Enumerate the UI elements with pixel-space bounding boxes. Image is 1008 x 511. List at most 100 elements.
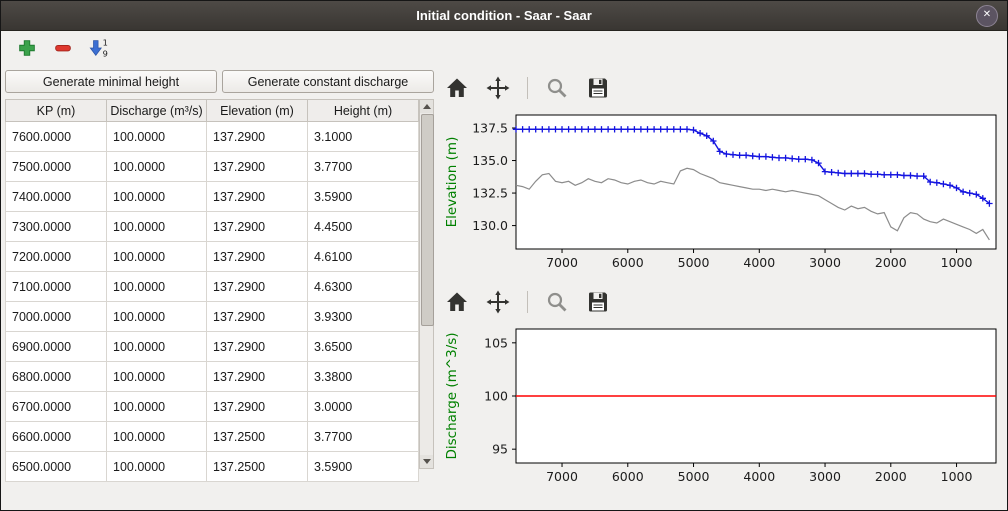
- table-header-row: KP (m) Discharge (m³/s) Elevation (m) Heigh…: [5, 99, 419, 122]
- table-row[interactable]: 6900.0000 100.0000 137.2900 3.6500: [5, 331, 419, 362]
- svg-text:5000: 5000: [678, 255, 710, 270]
- save-button[interactable]: [585, 289, 611, 315]
- table-cell[interactable]: 100.0000: [106, 181, 207, 212]
- table-cell[interactable]: 7300.0000: [5, 211, 107, 242]
- table-cell[interactable]: 100.0000: [106, 451, 207, 482]
- table-row[interactable]: 7000.0000 100.0000 137.2900 3.9300: [5, 301, 419, 332]
- table-cell[interactable]: 3.1000: [307, 121, 419, 152]
- table-cell[interactable]: 137.2900: [206, 151, 308, 182]
- table-cell[interactable]: 137.2900: [206, 361, 308, 392]
- table-cell[interactable]: 137.2900: [206, 331, 308, 362]
- table-row[interactable]: 6800.0000 100.0000 137.2900 3.3800: [5, 361, 419, 392]
- table-cell[interactable]: 100.0000: [106, 301, 207, 332]
- zoom-button[interactable]: [544, 75, 570, 101]
- table-cell[interactable]: 100.0000: [106, 241, 207, 272]
- table-row[interactable]: 7500.0000 100.0000 137.2900 3.7700: [5, 151, 419, 182]
- table-cell[interactable]: 6500.0000: [5, 451, 107, 482]
- table-cell[interactable]: 137.2500: [206, 421, 308, 452]
- table-cell[interactable]: 6900.0000: [5, 331, 107, 362]
- remove-row-button[interactable]: [49, 35, 76, 62]
- table-cell[interactable]: 7000.0000: [5, 301, 107, 332]
- table-cell[interactable]: 137.2500: [206, 451, 308, 482]
- save-button[interactable]: [585, 75, 611, 101]
- titlebar[interactable]: Initial condition - Saar - Saar ✕: [1, 1, 1007, 31]
- table-cell[interactable]: 137.2900: [206, 241, 308, 272]
- table-row[interactable]: 7600.0000 100.0000 137.2900 3.1000: [5, 121, 419, 152]
- table-cell[interactable]: 3.5900: [307, 181, 419, 212]
- generate-minimal-height-button[interactable]: Generate minimal height: [5, 70, 217, 93]
- table-cell[interactable]: 6600.0000: [5, 421, 107, 452]
- table-cell[interactable]: 137.2900: [206, 181, 308, 212]
- table-cell[interactable]: 7500.0000: [5, 151, 107, 182]
- table-cell[interactable]: 3.6500: [307, 331, 419, 362]
- zoom-icon: [547, 292, 567, 312]
- scrollbar-up-button[interactable]: [420, 100, 433, 113]
- table-cell[interactable]: 100.0000: [106, 391, 207, 422]
- table-row[interactable]: 7400.0000 100.0000 137.2900 3.5900: [5, 181, 419, 212]
- table-cell[interactable]: 100.0000: [106, 271, 207, 302]
- svg-text:1000: 1000: [941, 255, 973, 270]
- discharge-plot-toolbar: [444, 287, 611, 317]
- table-cell[interactable]: 7400.0000: [5, 181, 107, 212]
- close-button[interactable]: ✕: [976, 5, 998, 27]
- table-scrollbar[interactable]: [419, 99, 434, 469]
- table-cell[interactable]: 7600.0000: [5, 121, 107, 152]
- home-icon: [447, 292, 467, 311]
- table-cell[interactable]: 3.0000: [307, 391, 419, 422]
- table-row[interactable]: 6600.0000 100.0000 137.2500 3.7700: [5, 421, 419, 452]
- table-cell[interactable]: 7200.0000: [5, 241, 107, 272]
- zoom-button[interactable]: [544, 289, 570, 315]
- table-row[interactable]: 7200.0000 100.0000 137.2900 4.6100: [5, 241, 419, 272]
- arrow-down-icon: [422, 459, 431, 464]
- table-cell[interactable]: 137.2900: [206, 121, 308, 152]
- table-cell[interactable]: 100.0000: [106, 211, 207, 242]
- table-row[interactable]: 7300.0000 100.0000 137.2900 4.4500: [5, 211, 419, 242]
- table-cell[interactable]: 3.9300: [307, 301, 419, 332]
- table-cell[interactable]: 4.6100: [307, 241, 419, 272]
- table-cell[interactable]: 100.0000: [106, 151, 207, 182]
- table-cell[interactable]: 100.0000: [106, 121, 207, 152]
- table-cell[interactable]: 3.3800: [307, 361, 419, 392]
- table-cell[interactable]: 7100.0000: [5, 271, 107, 302]
- home-button[interactable]: [444, 289, 470, 315]
- table-cell[interactable]: 6700.0000: [5, 391, 107, 422]
- arrow-up-icon: [422, 104, 431, 109]
- elevation-chart-canvas[interactable]: 7000 6000 5000 4000 3000 2000 1000 137.5 135.0 13…: [438, 109, 1004, 279]
- pan-button[interactable]: [485, 75, 511, 101]
- home-button[interactable]: [444, 75, 470, 101]
- scrollbar-thumb[interactable]: [421, 114, 434, 326]
- table-cell[interactable]: 6800.0000: [5, 361, 107, 392]
- column-header[interactable]: Discharge (m³/s): [106, 99, 207, 122]
- table-cell[interactable]: 137.2900: [206, 211, 308, 242]
- table-cell[interactable]: 100.0000: [106, 361, 207, 392]
- table-row[interactable]: 7100.0000 100.0000 137.2900 4.6300: [5, 271, 419, 302]
- table-cell[interactable]: 3.5900: [307, 451, 419, 482]
- table-cell[interactable]: 100.0000: [106, 331, 207, 362]
- window-title: Initial condition - Saar - Saar: [416, 8, 592, 23]
- table-cell[interactable]: 4.6300: [307, 271, 419, 302]
- table-row[interactable]: 6500.0000 100.0000 137.2500 3.5900: [5, 451, 419, 482]
- svg-text:Discharge (m^3/s): Discharge (m^3/s): [444, 332, 460, 459]
- close-icon: ✕: [982, 9, 992, 20]
- table-cell[interactable]: 100.0000: [106, 421, 207, 452]
- table-cell[interactable]: 137.2900: [206, 271, 308, 302]
- svg-text:5000: 5000: [678, 469, 710, 484]
- table-cell[interactable]: 137.2900: [206, 391, 308, 422]
- table-cell[interactable]: 4.4500: [307, 211, 419, 242]
- add-row-button[interactable]: [13, 35, 40, 62]
- save-icon: [589, 78, 607, 98]
- table-row[interactable]: 6700.0000 100.0000 137.2900 3.0000: [5, 391, 419, 422]
- table-cell[interactable]: 3.7700: [307, 151, 419, 182]
- generate-constant-discharge-button[interactable]: Generate constant discharge: [222, 70, 434, 93]
- column-header[interactable]: Height (m): [307, 99, 419, 122]
- column-header[interactable]: KP (m): [5, 99, 107, 122]
- pan-button[interactable]: [485, 289, 511, 315]
- scrollbar-down-button[interactable]: [420, 455, 433, 468]
- discharge-chart-canvas[interactable]: 7000 6000 5000 4000 3000 2000 1000 105 100 95 Disc…: [438, 323, 1004, 493]
- svg-text:137.5: 137.5: [472, 121, 508, 136]
- table-cell[interactable]: 137.2900: [206, 301, 308, 332]
- sort-rows-icon: 1 9: [89, 38, 107, 58]
- table-cell[interactable]: 3.7700: [307, 421, 419, 452]
- sort-rows-button[interactable]: 1 9: [85, 35, 112, 62]
- column-header[interactable]: Elevation (m): [206, 99, 308, 122]
